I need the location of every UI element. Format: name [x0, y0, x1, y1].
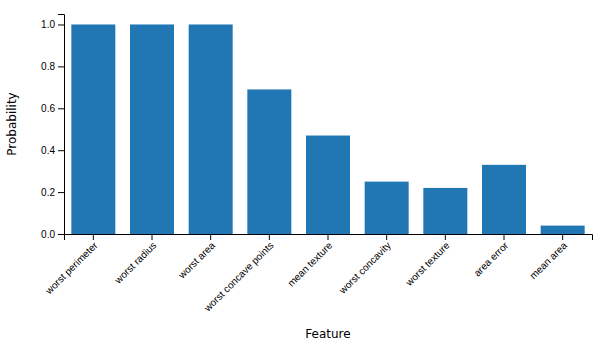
- y-tick-mark: [58, 24, 64, 25]
- x-tick: worst radius: [112, 234, 159, 286]
- bar: [306, 136, 350, 234]
- bars: [71, 24, 584, 234]
- y-tick-label: 0.0: [41, 229, 55, 240]
- x-tick-mark: [152, 234, 153, 240]
- bar: [130, 24, 174, 234]
- y-tick-label: 0.6: [41, 103, 55, 114]
- y-tick-mark: [58, 192, 64, 193]
- x-tick-label: worst concavity: [336, 240, 393, 297]
- x-axis-title: Feature: [305, 327, 350, 341]
- y-axis-title: Probability: [5, 92, 19, 155]
- bar: [247, 89, 291, 234]
- y-tick-label: 1.0: [41, 19, 55, 30]
- y-tick: 0.0: [41, 229, 64, 240]
- bar: [71, 24, 115, 234]
- bar: [541, 226, 585, 234]
- x-tick-label: worst area: [176, 239, 218, 281]
- y-axis: 0.0 0.2 0.4 0.6 0.8 1.0: [41, 15, 64, 240]
- x-axis-line: [65, 235, 593, 241]
- x-tick-mark: [504, 234, 505, 240]
- y-tick-mark: [58, 108, 64, 109]
- x-tick: area error: [472, 234, 511, 278]
- bar: [365, 182, 409, 234]
- y-tick: 0.2: [41, 187, 64, 198]
- x-tick-label: mean area: [527, 239, 569, 281]
- bar: [482, 165, 526, 234]
- x-tick: worst concavity: [336, 234, 393, 296]
- x-tick-label: worst concave points: [201, 240, 276, 315]
- x-tick: worst perimeter: [42, 234, 100, 297]
- x-tick-mark: [328, 234, 329, 240]
- x-tick-mark: [93, 234, 94, 240]
- x-tick-label: worst radius: [112, 240, 159, 287]
- y-tick: 0.6: [41, 103, 64, 114]
- x-tick-mark: [269, 234, 270, 240]
- x-tick-label: mean texture: [285, 239, 334, 288]
- y-tick-label: 0.8: [41, 61, 55, 72]
- x-tick-mark: [445, 234, 446, 240]
- y-tick-label: 0.2: [41, 187, 55, 198]
- bar: [189, 24, 233, 234]
- y-tick: 1.0: [41, 19, 64, 30]
- chart: worst perimeterworst radiusworst areawor…: [0, 0, 608, 346]
- x-tick: worst texture: [403, 234, 452, 289]
- x-axis: worst perimeterworst radiusworst areawor…: [42, 234, 592, 314]
- x-tick: worst area: [176, 234, 218, 281]
- x-tick-mark: [562, 234, 563, 240]
- x-tick: mean texture: [285, 234, 334, 289]
- y-tick-label: 0.4: [41, 145, 55, 156]
- x-tick-label: worst perimeter: [42, 239, 100, 297]
- y-tick: 0.8: [41, 61, 64, 72]
- plot: worst perimeterworst radiusworst areawor…: [41, 15, 592, 315]
- x-tick-label: area error: [472, 239, 511, 278]
- y-tick: 0.4: [41, 145, 64, 156]
- bar: [423, 188, 467, 234]
- x-tick-mark: [386, 234, 387, 240]
- y-tick-mark: [58, 234, 64, 235]
- x-tick-label: worst texture: [403, 239, 452, 288]
- x-tick: mean area: [527, 234, 569, 281]
- x-tick-mark: [210, 234, 211, 240]
- x-tick: worst concave points: [201, 234, 276, 314]
- y-axis-line: [58, 15, 65, 235]
- y-tick-mark: [58, 150, 64, 151]
- y-tick-mark: [58, 66, 64, 67]
